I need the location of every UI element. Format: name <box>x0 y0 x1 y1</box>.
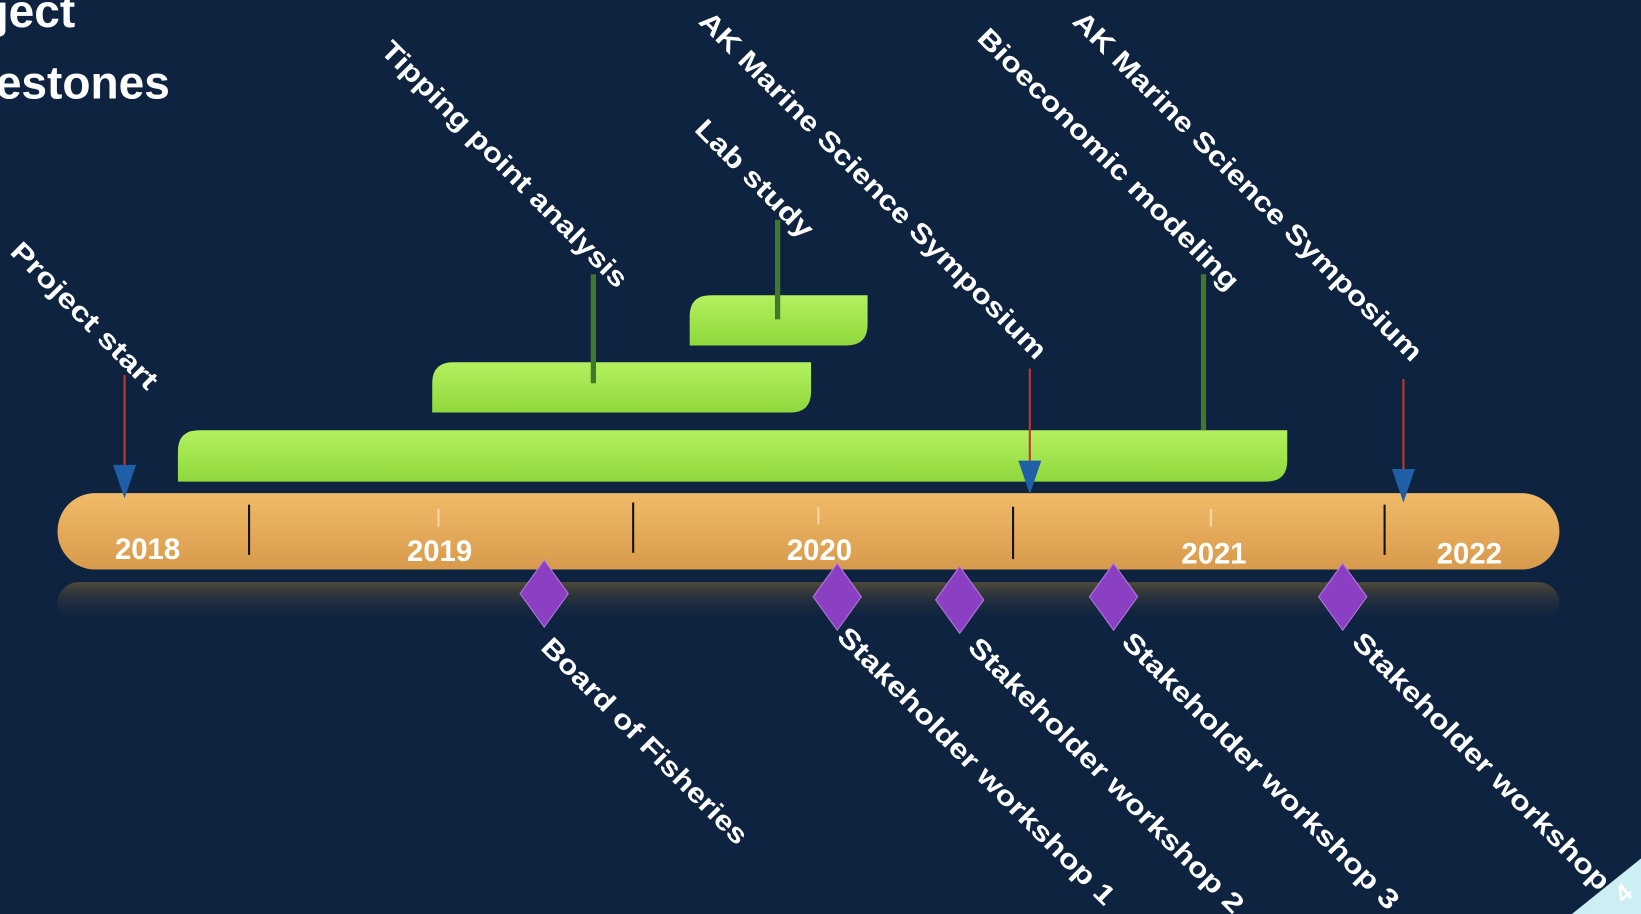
year-label: 2018 <box>115 533 180 566</box>
leader-lines <box>590 219 1207 431</box>
year-label: 2020 <box>787 534 852 567</box>
activity-bar <box>432 362 812 413</box>
activity-bar <box>689 295 868 346</box>
title-line: ject <box>0 0 75 37</box>
title-line: estones <box>0 56 170 108</box>
timeline-reflection <box>57 582 1560 624</box>
mid-ticks <box>437 506 1212 527</box>
year-label: 2019 <box>407 535 472 568</box>
activity-bar <box>177 430 1288 482</box>
timeline-bar <box>57 493 1560 570</box>
pointers <box>113 368 1415 503</box>
year-dividers <box>248 502 1386 560</box>
diamonds <box>519 559 1368 635</box>
year-label: 2021 <box>1181 537 1246 570</box>
year-label: 2022 <box>1437 537 1502 570</box>
